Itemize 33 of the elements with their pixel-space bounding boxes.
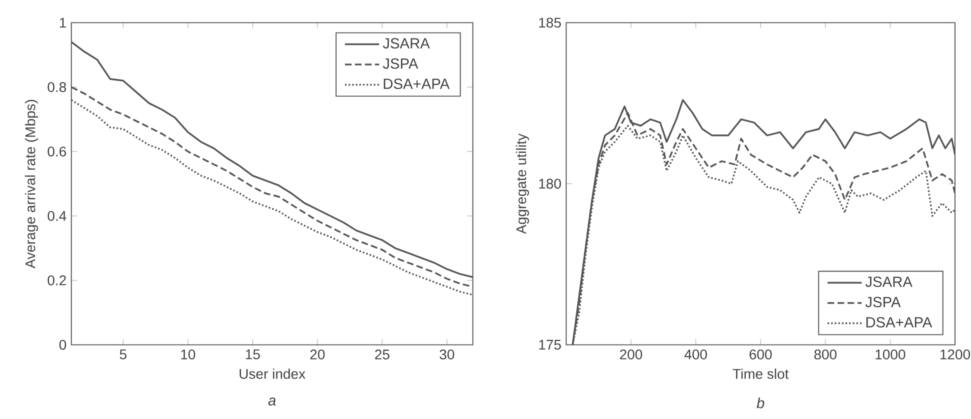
y-tick-label: 1 [60,18,66,28]
y-axis-title: Average arrival rate (Mbps) [24,100,38,269]
y-tick-label: 0.6 [48,146,66,157]
legend-label: JSARA [382,38,430,49]
x-tick-label: 20 [310,350,325,360]
x-tick-label: 15 [246,350,260,360]
y-tick-label: 185 [539,18,561,28]
x-axis-title: Time slot [732,368,789,379]
y-tick-label: 175 [539,340,561,350]
legend-label: JSPA [865,296,901,308]
text: b [756,398,764,408]
y-tick-label: 0 [59,340,66,350]
x-tick-label: 400 [684,350,707,360]
x-tick-label: 30 [440,350,454,360]
y-tick-label: 0.8 [48,82,66,92]
x-tick-label: 5 [120,350,126,360]
x-tick-label: 200 [620,350,642,360]
y-axis-title: Aggregate utility [516,134,529,234]
x-tick-label: 600 [750,350,772,360]
x-tick-label: 800 [814,350,837,360]
x-tick-label: 10 [181,350,196,360]
legend-label: DSA+APA [866,317,932,328]
text: a [268,398,276,406]
y-tick-label: 0.4 [48,211,66,222]
x-tick-label: 1200 [940,350,970,360]
legend-label: JSARA [865,276,912,288]
x-axis-title: User index [240,368,306,379]
legend-label: JSPA [382,58,418,69]
x-tick-label: 25 [375,350,390,360]
y-tick-label: 0.2 [48,276,66,286]
legend-label: DSA+APA [384,78,450,90]
y-tick-label: 180 [539,178,561,189]
x-tick-label: 1000 [876,350,906,360]
